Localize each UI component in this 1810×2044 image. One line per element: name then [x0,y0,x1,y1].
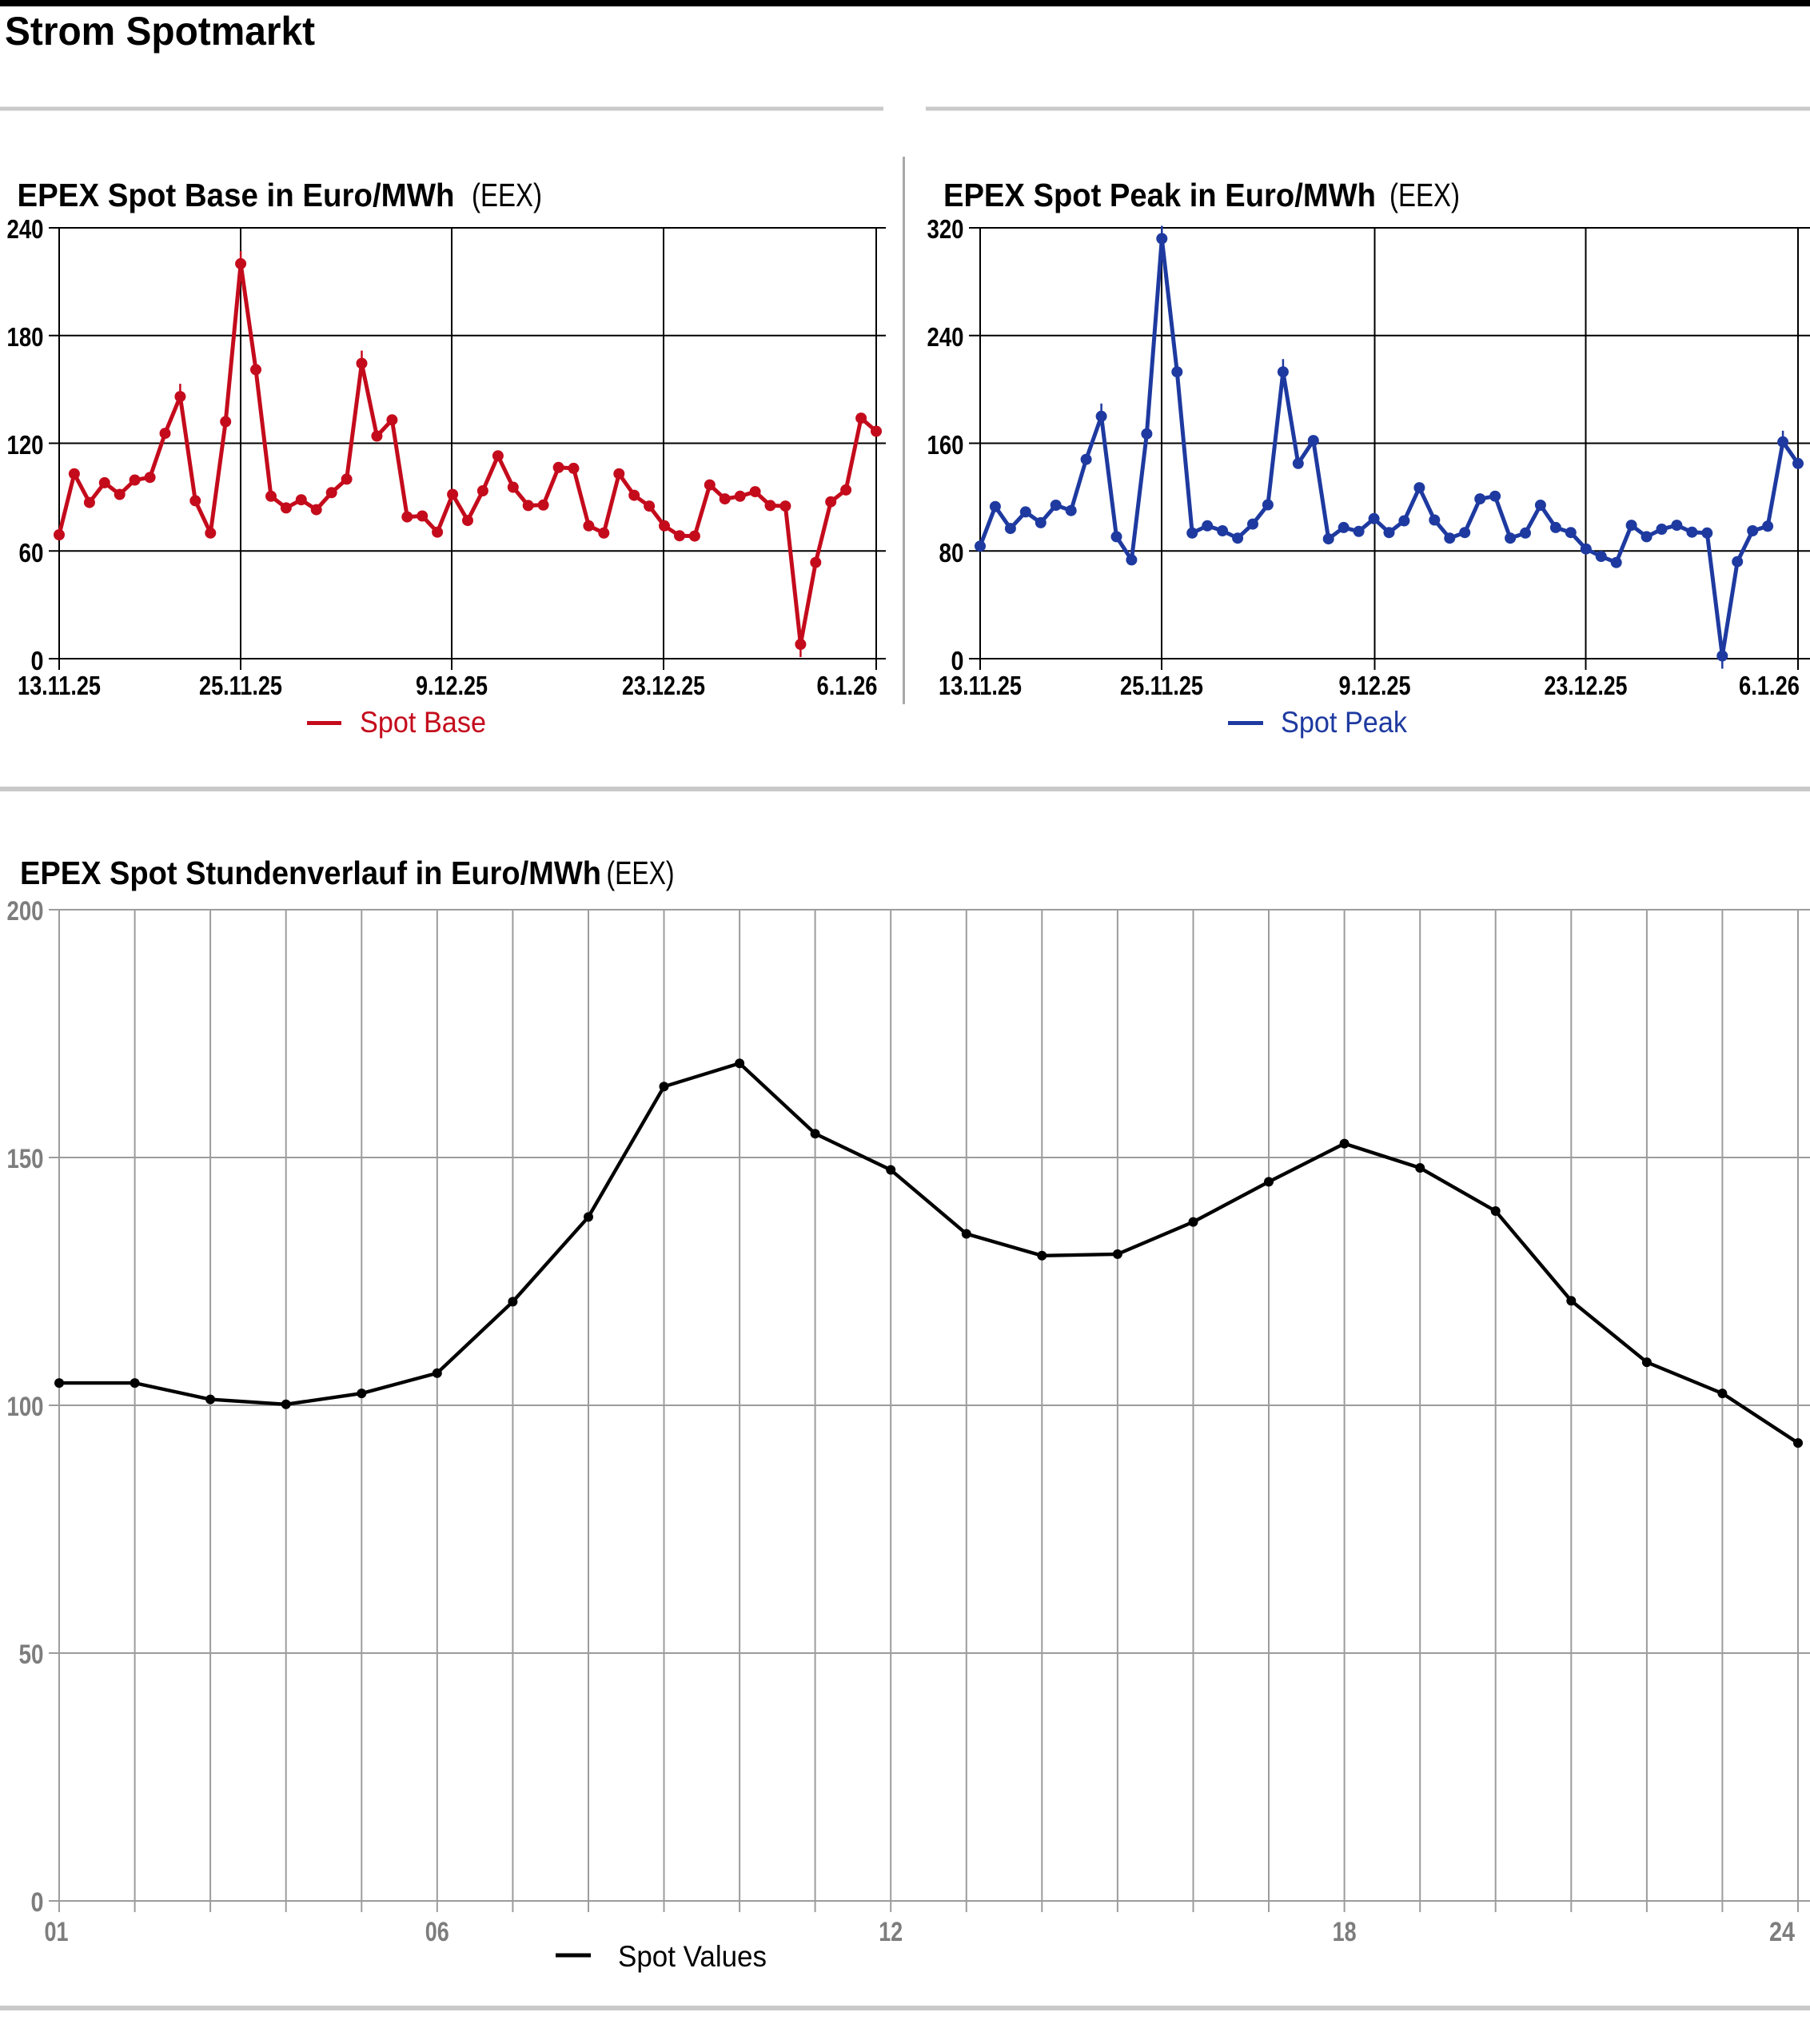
svg-text:240: 240 [7,214,44,244]
svg-text:(EEX): (EEX) [472,177,542,213]
svg-text:Spot Values: Spot Values [618,1940,767,1973]
svg-text:150: 150 [7,1144,44,1174]
svg-text:01: 01 [45,1917,69,1947]
svg-text:13.11.25: 13.11.25 [18,671,101,700]
svg-text:EPEX Spot Stundenverlauf in Eu: EPEX Spot Stundenverlauf in Euro/MWh [20,855,601,891]
svg-text:EPEX Spot Base in Euro/MWh: EPEX Spot Base in Euro/MWh [18,177,455,213]
svg-text:25.11.25: 25.11.25 [1120,671,1203,700]
svg-text:9.12.25: 9.12.25 [1339,671,1411,700]
svg-text:06: 06 [425,1917,449,1947]
svg-text:240: 240 [927,322,964,352]
svg-text:200: 200 [7,896,44,926]
svg-text:Spot Peak: Spot Peak [1281,706,1407,739]
svg-text:25.11.25: 25.11.25 [199,671,282,700]
svg-text:6.1.26: 6.1.26 [817,671,878,700]
svg-text:0: 0 [951,646,964,675]
svg-text:13.11.25: 13.11.25 [939,671,1022,700]
svg-text:12: 12 [879,1917,903,1947]
svg-text:9.12.25: 9.12.25 [416,671,488,700]
svg-text:23.12.25: 23.12.25 [1545,671,1628,700]
svg-text:Strom Spotmarkt: Strom Spotmarkt [5,9,315,54]
svg-text:EPEX Spot Peak in Euro/MWh: EPEX Spot Peak in Euro/MWh [943,177,1376,213]
svg-text:0: 0 [31,1887,44,1918]
svg-text:Spot Base: Spot Base [360,706,486,739]
svg-text:60: 60 [19,538,44,568]
svg-text:(EEX): (EEX) [1389,177,1460,213]
svg-text:120: 120 [7,430,44,460]
svg-text:100: 100 [7,1392,44,1422]
svg-text:6.1.26: 6.1.26 [1739,671,1800,700]
svg-text:80: 80 [939,538,964,568]
svg-text:23.12.25: 23.12.25 [622,671,705,700]
svg-text:50: 50 [19,1640,44,1670]
svg-text:18: 18 [1333,1917,1357,1947]
svg-text:(EEX): (EEX) [607,855,675,891]
svg-text:0: 0 [31,646,44,675]
svg-text:160: 160 [927,430,964,460]
svg-text:180: 180 [7,322,44,352]
svg-text:320: 320 [927,214,964,244]
svg-text:24: 24 [1769,1917,1795,1947]
